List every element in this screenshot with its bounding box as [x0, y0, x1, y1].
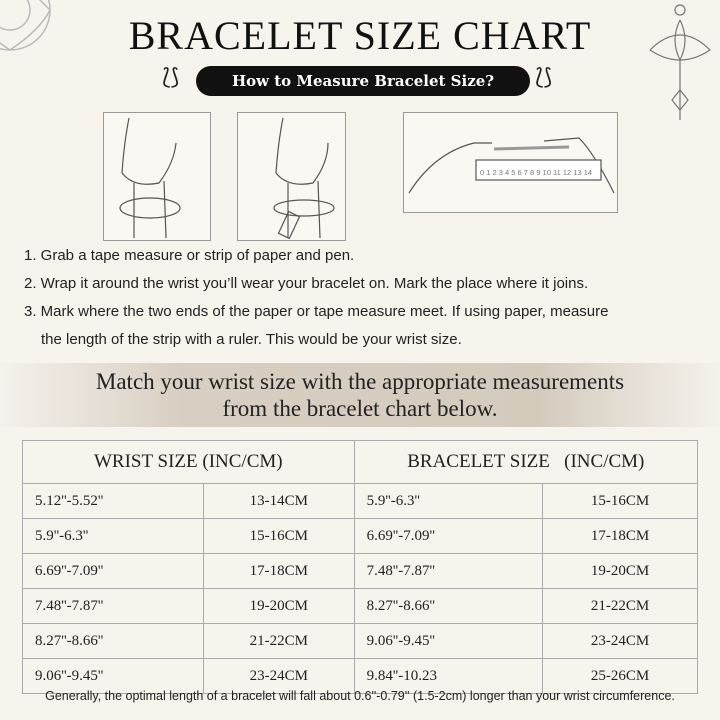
- bracelet-cm-cell: 19-20CM: [542, 553, 698, 589]
- bracelet-inch-cell: 9.06''-9.45'': [353, 623, 544, 659]
- wrist-inch-cell: 7.48''-7.87'': [22, 588, 204, 624]
- wrist-inch-cell: 6.69''-7.09'': [22, 553, 204, 589]
- bracelet-cm-cell: 25-26CM: [542, 658, 698, 694]
- wrist-cm-cell: 13-14CM: [202, 483, 355, 519]
- hanging-lotus-icon: [649, 4, 711, 120]
- bracelet-cm-cell: 23-24CM: [542, 623, 698, 659]
- ruler-scale-label: 0 1 2 3 4 5 6 7 8 9 10 11 12 13 14: [480, 168, 592, 177]
- subtitle-pill: How to Measure Bracelet Size?: [196, 66, 530, 96]
- table-row: 6.69''-7.09'' 17-18CM 7.48''-7.87'' 19-20CM: [22, 553, 698, 589]
- table-row: 5.9''-6.3'' 15-16CM 6.69''-7.09'' 17-18CM: [22, 518, 698, 554]
- match-banner: Match your wrist size with the appropria…: [0, 363, 720, 427]
- bracelet-size-header: BRACELET SIZE (INC/CM): [353, 440, 699, 484]
- bracelet-inch-cell: 9.84''-10.23: [353, 658, 544, 694]
- illustration-mark-pen: [237, 112, 346, 241]
- footer-note: Generally, the optimal length of a brace…: [45, 689, 675, 703]
- hand-wrist-tape-icon: [119, 117, 181, 239]
- wrist-cm-cell: 17-18CM: [202, 553, 355, 589]
- wrist-inch-cell: 8.27''-8.66'': [22, 623, 204, 659]
- step-1: 1. Grab a tape measure or strip of paper…: [24, 247, 355, 264]
- lotus-ornament-icon: [0, 0, 51, 51]
- step-3: 3. Mark where the two ends of the paper …: [24, 303, 609, 320]
- wrist-cm-cell: 15-16CM: [202, 518, 355, 554]
- scroll-ornament-left-icon: ⟅⟆: [162, 64, 180, 89]
- bracelet-inch-cell: 7.48''-7.87'': [353, 553, 544, 589]
- bracelet-cm-cell: 17-18CM: [542, 518, 698, 554]
- bracelet-inch-cell: 8.27''-8.66'': [353, 588, 544, 624]
- illustration-ruler: 0 1 2 3 4 5 6 7 8 9 10 11 12 13 14: [403, 112, 618, 213]
- table-row: 9.06''-9.45'' 23-24CM 9.84''-10.23 25-26CM: [22, 658, 698, 694]
- page-title: BRACELET SIZE CHART: [128, 13, 592, 58]
- hands-ruler-icon: 0 1 2 3 4 5 6 7 8 9 10 11 12 13 14: [408, 137, 615, 194]
- wrist-cm-cell: 21-22CM: [202, 623, 355, 659]
- table-row: 7.48''-7.87'' 19-20CM 8.27''-8.66'' 21-22CM: [22, 588, 698, 624]
- banner-line-2: from the bracelet chart below.: [222, 396, 498, 421]
- table-row: 8.27''-8.66'' 21-22CM 9.06''-9.45'' 23-24CM: [22, 623, 698, 659]
- bracelet-cm-cell: 15-16CM: [542, 483, 698, 519]
- illustration-wrap-tape: [103, 112, 211, 241]
- bracelet-inch-cell: 5.9''-6.3'': [353, 483, 544, 519]
- hand-wrist-pen-icon: [273, 117, 335, 240]
- wrist-size-header: WRIST SIZE (INC/CM): [22, 440, 355, 484]
- instructions-list: 1. Grab a tape measure or strip of paper…: [24, 242, 609, 354]
- table-header: WRIST SIZE (INC/CM) BRACELET SIZE (INC/C…: [22, 440, 699, 484]
- banner-line-1: Match your wrist size with the appropria…: [95, 369, 625, 394]
- step-3-continued: the length of the strip with a ruler. Th…: [41, 331, 462, 348]
- step-2: 2. Wrap it around the wrist you’ll wear …: [24, 275, 589, 292]
- wrist-inch-cell: 5.9''-6.3'': [22, 518, 204, 554]
- wrist-inch-cell: 9.06''-9.45'': [22, 658, 204, 694]
- table-row: 5.12''-5.52'' 13-14CM 5.9''-6.3'' 15-16CM: [22, 483, 698, 519]
- bracelet-cm-cell: 21-22CM: [542, 588, 698, 624]
- wrist-cm-cell: 19-20CM: [202, 588, 355, 624]
- wrist-cm-cell: 23-24CM: [202, 658, 355, 694]
- scroll-ornament-right-icon: ⟅⟆: [535, 64, 553, 89]
- bracelet-inch-cell: 6.69''-7.09'': [353, 518, 544, 554]
- size-chart-table: WRIST SIZE (INC/CM) BRACELET SIZE (INC/C…: [22, 440, 699, 694]
- wrist-inch-cell: 5.12''-5.52'': [22, 483, 204, 519]
